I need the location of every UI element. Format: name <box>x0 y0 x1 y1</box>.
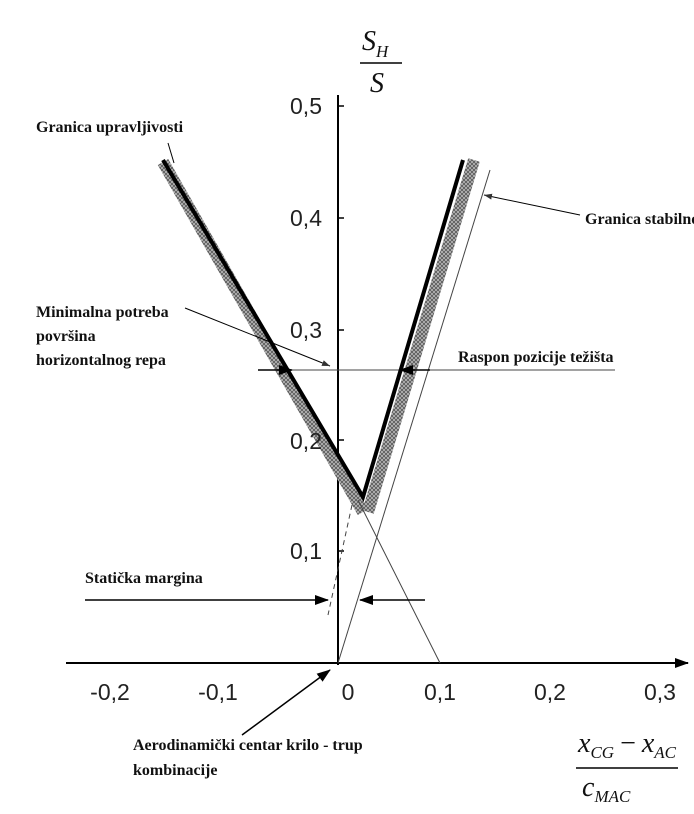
annotation: horizontalnog repa <box>36 352 166 369</box>
x-axis-label: xCG − xAC cMAC <box>576 728 678 806</box>
annotation: Raspon pozicije težišta <box>458 349 614 366</box>
arrows <box>85 142 581 736</box>
y-label-num: SH <box>362 26 390 61</box>
x-tick-label: 0,1 <box>424 679 456 705</box>
annotation: Minimalna potreba <box>36 304 169 321</box>
y-ticks <box>338 105 344 552</box>
x-tick-label: 0,3 <box>644 679 676 705</box>
x-tick-label: 0 <box>342 679 355 705</box>
y-label-den: S <box>370 68 384 99</box>
y-tick-label: 0,4 <box>290 205 322 231</box>
annotation: Aerodinamički centar krilo - trup <box>133 737 363 754</box>
y-tick-label: 0,5 <box>290 93 322 119</box>
limit-lines <box>161 158 465 502</box>
bands <box>157 158 480 515</box>
y-tick-label: 0,3 <box>290 317 322 343</box>
annotation: površina <box>36 328 96 345</box>
x-tick-labels: -0,2 -0,1 0 0,1 0,2 0,3 <box>90 679 676 705</box>
y-axis-label: SH S <box>360 26 402 99</box>
annotation: kombinacije <box>133 762 217 779</box>
x-label-num: xCG − xAC <box>577 728 677 762</box>
x-tick-label: 0,2 <box>534 679 566 705</box>
annotations: Granica upravljivosti Granica stabilnost… <box>36 119 694 779</box>
y-tick-label: 0,1 <box>290 538 322 564</box>
annotation: Statička margina <box>85 570 203 587</box>
thin-lines <box>258 169 615 664</box>
x-label-den: cMAC <box>582 772 631 806</box>
y-tick-label: 0,2 <box>290 428 322 454</box>
y-tick-labels: 0,1 0,2 0,3 0,4 0,5 <box>290 93 322 564</box>
x-tick-label: -0,1 <box>198 679 238 705</box>
annotation: Granica stabilnosti <box>585 211 694 228</box>
x-tick-label: -0,2 <box>90 679 130 705</box>
annotation: Granica upravljivosti <box>36 119 184 136</box>
